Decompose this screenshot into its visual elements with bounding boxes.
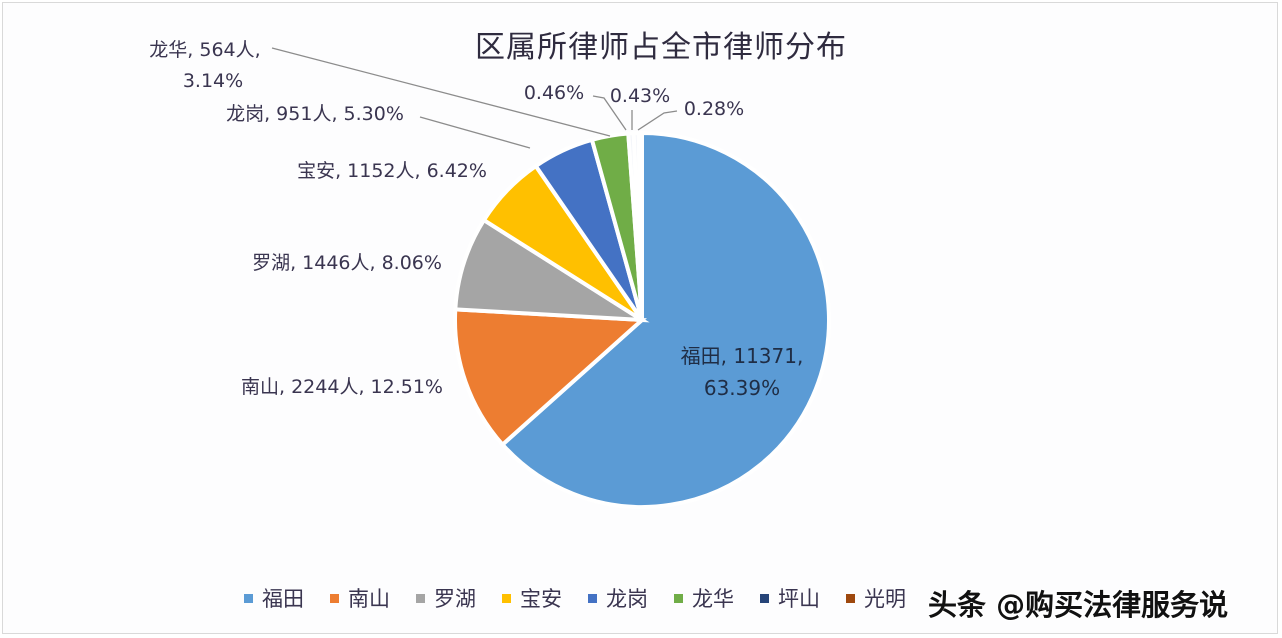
legend-label: 罗湖	[434, 587, 476, 611]
pie-slice-盐田[interactable]	[636, 130, 644, 321]
legend-item[interactable]: 龙华	[674, 583, 734, 613]
legend-swatch-icon	[588, 593, 597, 603]
data-labels: 福田, 11371, 63.39% 南山, 2244人, 12.51% 罗湖, 144…	[149, 39, 803, 400]
data-label: 龙岗, 951人, 5.30%	[226, 103, 404, 125]
pie-slices	[453, 130, 831, 509]
legend-item[interactable]: 坪山	[760, 583, 820, 613]
leader-line	[592, 95, 627, 131]
legend-item[interactable]: 南山	[330, 583, 390, 613]
legend-item[interactable]: 龙岗	[588, 583, 648, 613]
legend-swatch-icon	[330, 593, 339, 603]
data-label: 63.39%	[704, 376, 780, 400]
legend: 福田 南山 罗湖 宝安 龙岗 龙华 坪山 光明	[244, 583, 932, 613]
legend-item[interactable]: 光明	[846, 583, 906, 613]
data-label: 龙华, 564人,	[149, 39, 260, 61]
legend-label: 坪山	[778, 587, 820, 611]
leader-line	[637, 110, 678, 131]
data-label: 南山, 2244人, 12.51%	[241, 376, 443, 398]
data-label: 宝安, 1152人, 6.42%	[297, 160, 487, 182]
legend-label: 宝安	[520, 587, 562, 611]
legend-label: 龙华	[692, 587, 734, 611]
legend-label: 南山	[348, 587, 390, 611]
legend-label: 福田	[262, 587, 304, 611]
data-label: 福田, 11371,	[681, 344, 804, 368]
legend-swatch-icon	[846, 593, 855, 603]
legend-item[interactable]: 罗湖	[416, 583, 476, 613]
data-label: 罗湖, 1446人, 8.06%	[252, 252, 442, 274]
data-label: 0.43%	[610, 85, 670, 107]
legend-swatch-icon	[416, 593, 425, 603]
leader-line	[419, 116, 531, 149]
data-label: 0.46%	[524, 82, 584, 104]
legend-label: 光明	[864, 587, 906, 611]
chart-title: 区属所律师占全市律师分布	[475, 30, 847, 65]
legend-swatch-icon	[502, 593, 511, 603]
data-label: 0.28%	[684, 98, 744, 120]
legend-swatch-icon	[760, 593, 769, 603]
watermark: 头条 @购买法律服务说	[928, 588, 1229, 622]
legend-item[interactable]: 宝安	[502, 583, 562, 613]
pie-slice-福田[interactable]	[499, 130, 831, 509]
pie-slice-南山[interactable]	[453, 307, 647, 448]
leader-lines	[271, 47, 678, 149]
legend-item[interactable]: 福田	[244, 583, 304, 613]
legend-swatch-icon	[674, 593, 683, 603]
leader-line	[271, 47, 611, 137]
legend-swatch-icon	[244, 593, 253, 603]
data-label: 3.14%	[183, 70, 243, 92]
legend-label: 龙岗	[606, 587, 648, 611]
